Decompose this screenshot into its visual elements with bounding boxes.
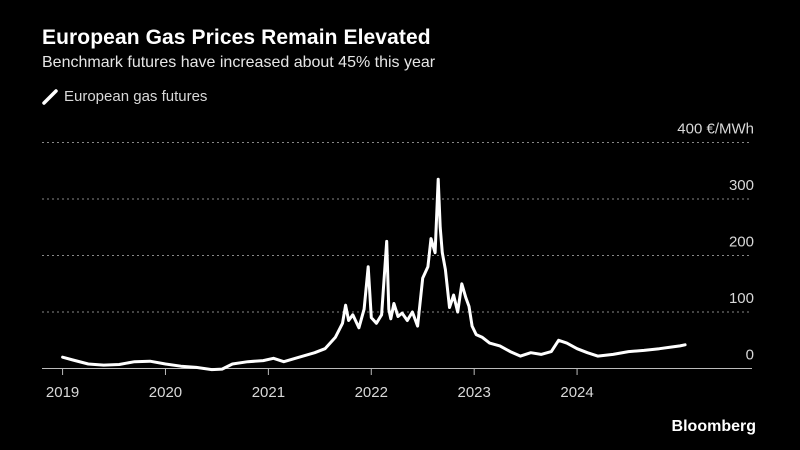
chart-title: European Gas Prices Remain Elevated (42, 26, 431, 49)
x-tick-label: 2022 (355, 384, 388, 401)
x-tick-label: 2024 (560, 384, 593, 401)
y-tick-label: 200 (729, 234, 754, 251)
chart-subtitle: Benchmark futures have increased about 4… (42, 54, 436, 71)
legend-label: European gas futures (64, 88, 208, 105)
pencil-slash-icon (42, 88, 58, 105)
y-tick-label: 400 €/MWh (677, 121, 754, 138)
x-tick-label: 2020 (149, 384, 182, 401)
legend: European gas futures (42, 88, 207, 105)
y-tick-label: 0 (746, 347, 754, 364)
x-tick-label: 2019 (46, 384, 79, 401)
x-tick-label: 2023 (457, 384, 490, 401)
x-tick-label: 2021 (252, 384, 285, 401)
y-tick-label: 100 (729, 290, 754, 307)
series-line-european-gas-futures (61, 177, 687, 372)
bloomberg-logo: Bloomberg (671, 418, 756, 435)
y-tick-label: 300 (729, 177, 754, 194)
